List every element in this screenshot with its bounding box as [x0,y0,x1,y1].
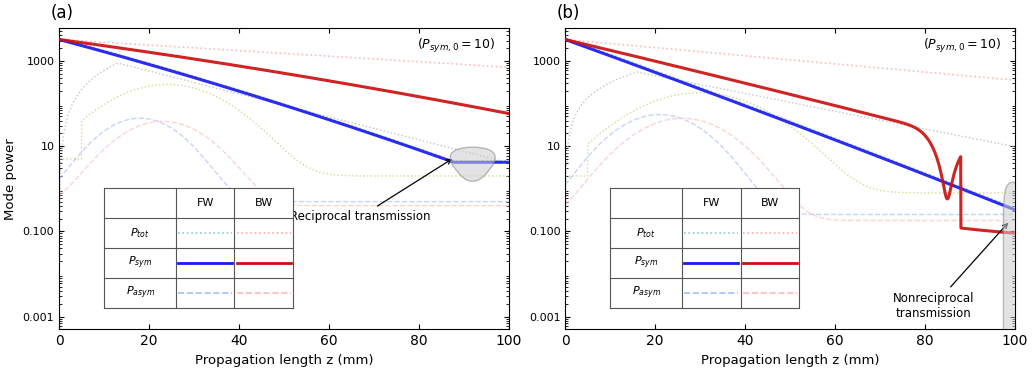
FancyBboxPatch shape [610,188,799,308]
Ellipse shape [450,147,495,181]
Text: FW: FW [703,198,720,208]
X-axis label: Propagation length z (mm): Propagation length z (mm) [195,354,374,367]
Text: Nonreciprocal
transmission: Nonreciprocal transmission [893,224,1007,320]
Text: BW: BW [761,198,779,208]
Text: $P_{asym}$: $P_{asym}$ [126,285,155,301]
Text: (a): (a) [51,4,73,22]
Text: $P_{tot}$: $P_{tot}$ [636,226,656,240]
Text: $P_{tot}$: $P_{tot}$ [130,226,150,240]
Text: Reciprocal transmission: Reciprocal transmission [290,160,451,223]
Text: $P_{asym}$: $P_{asym}$ [632,285,660,301]
Ellipse shape [1003,182,1022,371]
Y-axis label: Mode power: Mode power [4,138,18,220]
Text: (b): (b) [556,4,580,22]
Text: $P_{sym}$: $P_{sym}$ [128,255,153,271]
Text: BW: BW [255,198,272,208]
X-axis label: Propagation length z (mm): Propagation length z (mm) [701,354,879,367]
Text: $(P_{sym,0} = 10)$: $(P_{sym,0} = 10)$ [923,37,1001,55]
Text: FW: FW [196,198,214,208]
Text: $P_{sym}$: $P_{sym}$ [634,255,658,271]
FancyBboxPatch shape [104,188,293,308]
Text: $(P_{sym,0} = 10)$: $(P_{sym,0} = 10)$ [417,37,495,55]
